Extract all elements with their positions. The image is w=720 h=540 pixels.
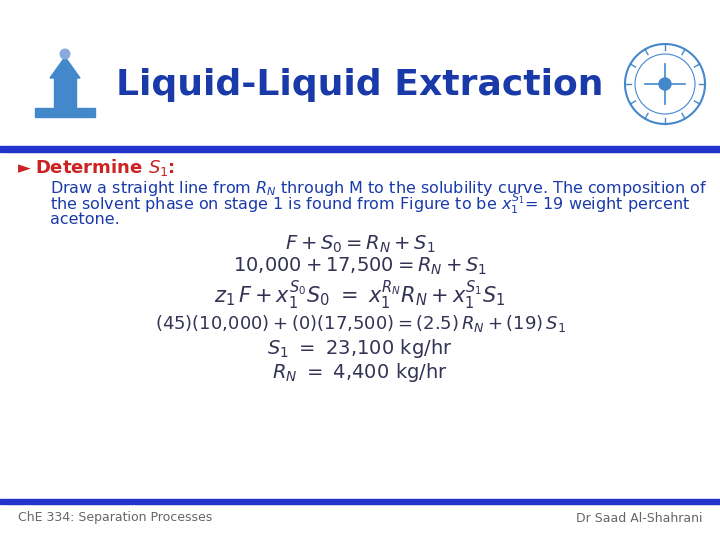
Text: $R_N \ = \ 4{,}400 \ \mathrm{kg/hr}$: $R_N \ = \ 4{,}400 \ \mathrm{kg/hr}$ bbox=[272, 361, 448, 383]
Text: $S_1 \ = \ 23{,}100 \ \mathrm{kg/hr}$: $S_1 \ = \ 23{,}100 \ \mathrm{kg/hr}$ bbox=[267, 336, 453, 360]
Circle shape bbox=[659, 78, 671, 90]
Circle shape bbox=[60, 49, 70, 59]
Text: $z_1\, F + x_1^{S_0} S_0 \ = \ x_1^{R_N} R_N + x_1^{S_1} S_1$: $z_1\, F + x_1^{S_0} S_0 \ = \ x_1^{R_N}… bbox=[215, 279, 505, 312]
Text: the solvent phase on stage $\mathit{1}$ is found from Figure to be $x_1^{S_1}$= : the solvent phase on stage $\mathit{1}$ … bbox=[50, 192, 690, 217]
Bar bbox=[35, 108, 95, 117]
Text: acetone.: acetone. bbox=[50, 213, 120, 227]
Text: ChE 334: Separation Processes: ChE 334: Separation Processes bbox=[18, 511, 212, 524]
Text: $(45)(10{,}000) + (0)(17{,}500) = (2.5)\, R_N + (19)\, S_1$: $(45)(10{,}000) + (0)(17{,}500) = (2.5)\… bbox=[155, 314, 565, 334]
Text: Determine $S_1$:: Determine $S_1$: bbox=[35, 158, 175, 179]
Bar bbox=[0, 499, 720, 504]
Bar bbox=[54, 78, 76, 108]
Bar bbox=[0, 146, 720, 152]
Polygon shape bbox=[50, 57, 80, 78]
Text: Liquid-Liquid Extraction: Liquid-Liquid Extraction bbox=[116, 68, 604, 102]
Text: $10{,}000 + 17{,}500 = R_N + S_1$: $10{,}000 + 17{,}500 = R_N + S_1$ bbox=[233, 255, 487, 276]
Text: Draw a straight line from $R_N$ through M to the solubility curve. The compositi: Draw a straight line from $R_N$ through … bbox=[50, 179, 708, 198]
Text: Dr Saad Al-Shahrani: Dr Saad Al-Shahrani bbox=[575, 511, 702, 524]
Text: $F + S_0 = R_N + S_1$: $F + S_0 = R_N + S_1$ bbox=[284, 233, 436, 255]
Text: ►: ► bbox=[18, 159, 31, 177]
